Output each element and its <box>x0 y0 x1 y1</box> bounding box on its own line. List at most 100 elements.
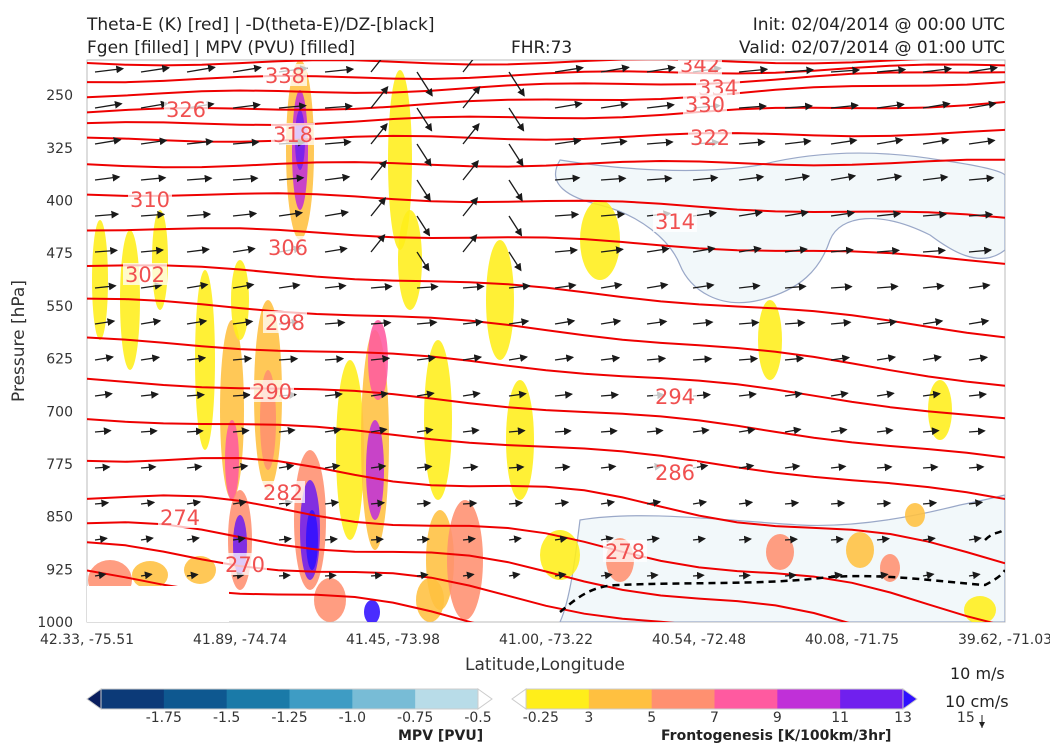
contour-label: 290 <box>252 380 292 404</box>
theta-e-contour <box>87 569 475 622</box>
contour-label-bg <box>271 123 315 145</box>
wind-vector <box>416 318 438 327</box>
vertical-reference-arrowhead <box>979 722 985 728</box>
wind-vector <box>324 65 355 74</box>
contour-label: 342 <box>680 53 720 77</box>
wind-vector <box>140 318 162 326</box>
wind-vector <box>278 174 305 183</box>
wind-vector <box>462 571 475 580</box>
wind-vector <box>370 426 388 435</box>
wind-vector <box>784 209 809 218</box>
wind-vector <box>94 354 114 362</box>
colorbar-swatch <box>226 689 290 709</box>
wind-vector <box>968 137 996 146</box>
wind-vector <box>554 64 584 73</box>
wind-vector <box>508 571 521 580</box>
wind-vector <box>278 209 304 218</box>
wind-vector <box>830 102 859 110</box>
horizontal-vector-reference: 10 m/s <box>950 664 1005 683</box>
colorbar-swatch <box>352 689 416 709</box>
wind-vector <box>416 426 434 435</box>
wind-vector <box>370 390 389 399</box>
colorbar-swatch <box>163 689 228 709</box>
wind-vector <box>416 215 431 237</box>
wind-vector <box>876 136 904 145</box>
wind-vector <box>370 535 384 544</box>
colorbar-tick-label: 13 <box>894 710 912 726</box>
wind-vector <box>968 354 989 363</box>
wind-vector <box>186 463 203 472</box>
colorbar-tick-label: 11 <box>831 710 849 726</box>
colorbar-frame <box>100 688 479 710</box>
wind-vector <box>968 499 984 508</box>
wind-vector <box>692 571 705 580</box>
wind-vector <box>600 499 616 507</box>
fgen-blob <box>447 500 483 620</box>
colorbar-frame <box>525 688 904 710</box>
theta-e-contour <box>87 264 1005 339</box>
wind-vector <box>278 462 295 471</box>
wind-vector <box>646 101 675 110</box>
wind-vector <box>876 210 902 219</box>
contour-label-bg <box>223 553 267 575</box>
wind-vector <box>600 535 614 543</box>
wind-vector <box>830 209 856 218</box>
wind-vector <box>876 354 897 362</box>
fgen-blob <box>388 70 412 250</box>
wind-vector <box>370 354 391 363</box>
wind-vector <box>830 463 847 472</box>
wind-vector <box>462 122 480 145</box>
wind-vector <box>692 174 719 183</box>
contour-label-bg <box>696 76 740 98</box>
wind-vector <box>94 282 117 291</box>
wind-vector <box>232 571 245 580</box>
wind-vector <box>600 246 624 254</box>
wind-vector <box>554 282 577 290</box>
y-axis-label: Pressure [hPa] <box>9 280 29 402</box>
wind-vector <box>738 390 757 399</box>
wind-vector <box>554 318 576 326</box>
contour-label: 338 <box>265 64 305 88</box>
wind-vector <box>324 426 342 435</box>
wind-vector <box>784 246 808 254</box>
wind-vector <box>554 354 575 363</box>
contour-label-bg <box>263 311 307 333</box>
wind-vector <box>922 282 945 291</box>
wind-vector <box>140 137 168 146</box>
wind-vector <box>968 463 985 472</box>
wind-vector <box>278 102 307 111</box>
colorbar-swatch <box>777 689 841 709</box>
wind-vector <box>508 390 527 399</box>
wind-vector <box>784 390 803 399</box>
wind-vector <box>646 355 667 363</box>
mpv-colorbar-label: MPV [PVU] <box>398 728 484 744</box>
wind-vector <box>462 535 476 544</box>
fgen-blob <box>506 380 534 500</box>
wind-vector <box>186 571 199 580</box>
fgen-blob <box>905 503 925 527</box>
wind-vector <box>876 427 894 435</box>
wind-vector <box>370 499 386 508</box>
wind-vector <box>876 571 889 580</box>
wind-vector <box>922 65 953 74</box>
contour-label: 314 <box>655 210 695 234</box>
wind-vector <box>646 281 669 290</box>
wind-vector <box>508 354 528 362</box>
wind-vector <box>922 427 940 436</box>
wind-vector <box>508 499 524 508</box>
wind-vector <box>94 210 120 219</box>
wind-vector <box>968 535 982 543</box>
wind-vector <box>462 318 484 327</box>
theta-e-contour <box>87 71 1005 99</box>
contour-label: 310 <box>130 188 170 212</box>
wind-vector <box>462 159 479 181</box>
wind-vector <box>600 174 627 183</box>
contour-label-bg <box>158 506 202 528</box>
contour-label: 326 <box>166 98 206 122</box>
theta-e-contour <box>87 128 1005 143</box>
wind-vector <box>600 101 629 109</box>
wind-vector <box>922 499 938 508</box>
theta-e-contour <box>87 81 1005 114</box>
contour-label-bg <box>123 263 167 285</box>
fgen-blob <box>366 420 384 520</box>
